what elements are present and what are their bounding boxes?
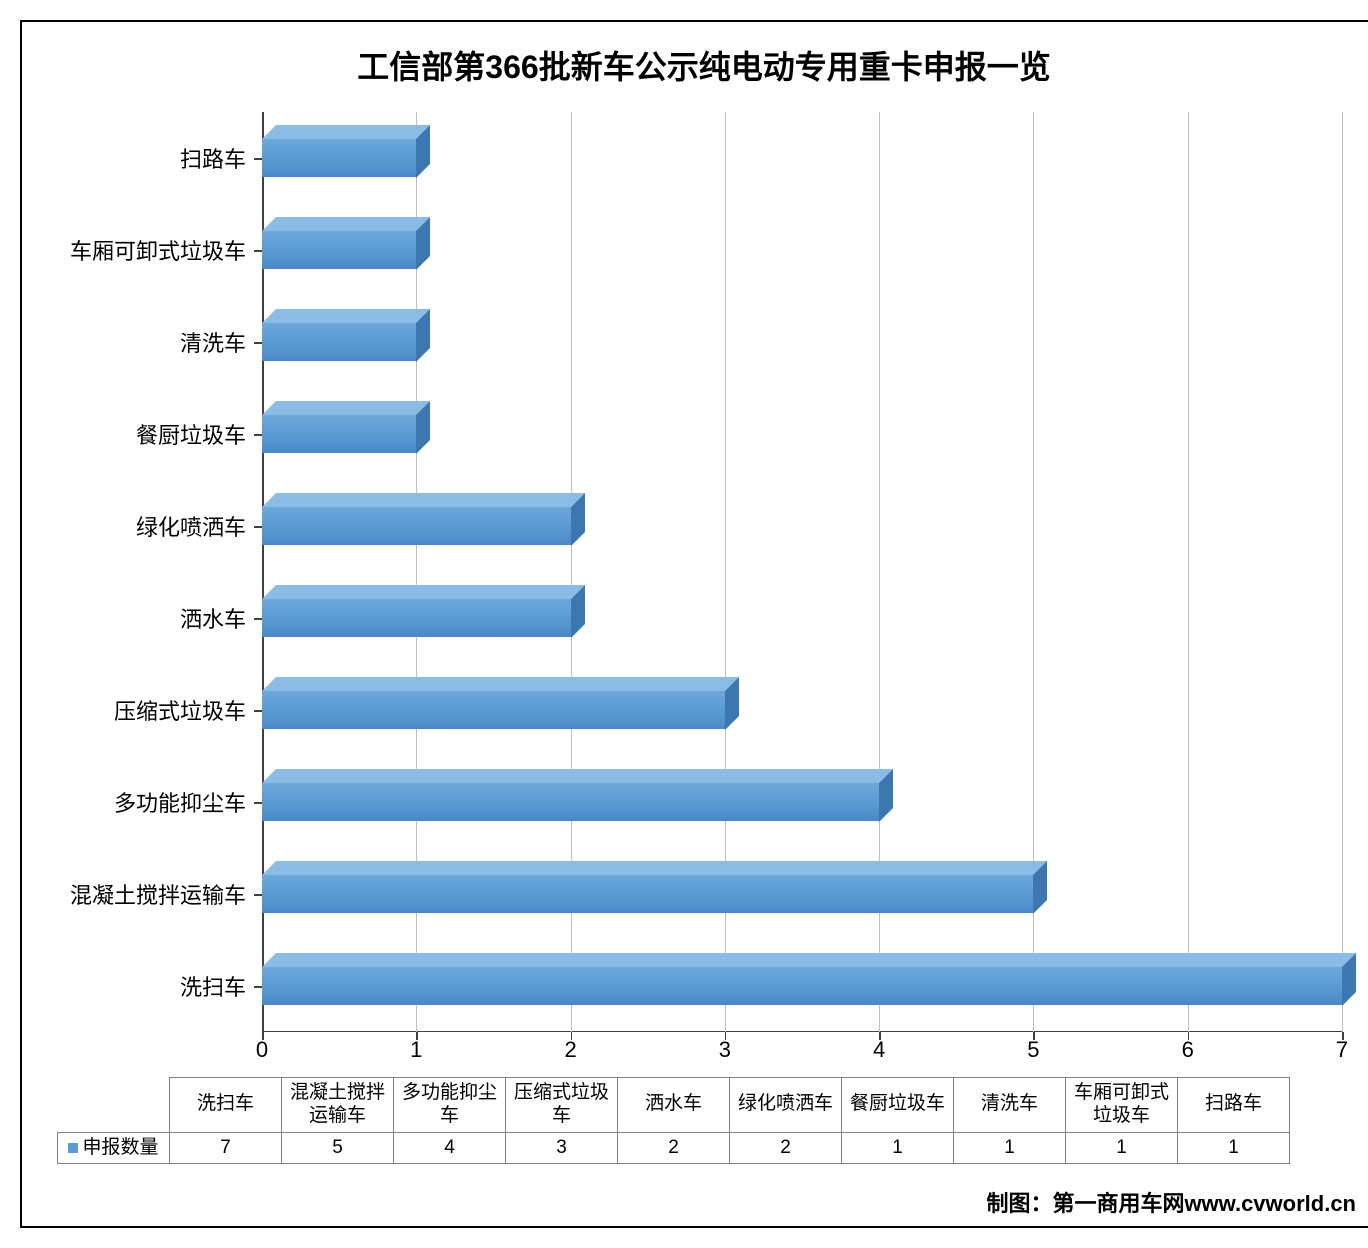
table-corner bbox=[58, 1078, 170, 1133]
y-axis-label: 洗扫车 bbox=[180, 970, 246, 1002]
bar-top bbox=[262, 309, 430, 323]
chart-title: 工信部第366批新车公示纯电动专用重卡申报一览 bbox=[22, 22, 1368, 98]
x-tick-label: 5 bbox=[1027, 1037, 1039, 1063]
y-tick-mark bbox=[254, 710, 262, 712]
table-value-cell: 7 bbox=[170, 1132, 282, 1164]
legend-marker bbox=[68, 1143, 78, 1153]
bar-top bbox=[262, 953, 1356, 967]
y-tick-mark bbox=[254, 618, 262, 620]
bar bbox=[262, 507, 571, 546]
table-header-cell: 车厢可卸式垃圾车 bbox=[1066, 1078, 1178, 1133]
bar-top bbox=[262, 493, 585, 507]
y-axis-label: 清洗车 bbox=[180, 326, 246, 358]
gridline bbox=[1342, 112, 1343, 1032]
bar-top bbox=[262, 217, 430, 231]
bar-top bbox=[262, 769, 893, 783]
table-header-cell: 餐厨垃圾车 bbox=[842, 1078, 954, 1133]
x-tick-label: 1 bbox=[410, 1037, 422, 1063]
y-tick-mark bbox=[254, 434, 262, 436]
x-tick-label: 0 bbox=[256, 1037, 268, 1063]
y-axis-label: 餐厨垃圾车 bbox=[136, 418, 246, 450]
bar bbox=[262, 967, 1342, 1006]
table-value-cell: 1 bbox=[1066, 1132, 1178, 1164]
table-header-cell: 压缩式垃圾车 bbox=[506, 1078, 618, 1133]
x-tick-label: 2 bbox=[564, 1037, 576, 1063]
y-axis-label: 洒水车 bbox=[180, 602, 246, 634]
y-axis-label: 车厢可卸式垃圾车 bbox=[70, 234, 246, 266]
table-value-cell: 1 bbox=[842, 1132, 954, 1164]
bar-top bbox=[262, 125, 430, 139]
table-header-cell: 扫路车 bbox=[1178, 1078, 1290, 1133]
bar-top bbox=[262, 861, 1047, 875]
y-tick-mark bbox=[254, 158, 262, 160]
x-tick-label: 4 bbox=[873, 1037, 885, 1063]
table-header-cell: 混凝土搅拌运输车 bbox=[282, 1078, 394, 1133]
table-value-cell: 1 bbox=[1178, 1132, 1290, 1164]
y-axis-label: 混凝土搅拌运输车 bbox=[70, 878, 246, 910]
table-value-cell: 5 bbox=[282, 1132, 394, 1164]
x-tick-label: 3 bbox=[719, 1037, 731, 1063]
y-axis-label: 多功能抑尘车 bbox=[114, 786, 246, 818]
series-header: 申报数量 bbox=[58, 1132, 170, 1164]
y-axis-label: 压缩式垃圾车 bbox=[114, 694, 246, 726]
bar-top bbox=[262, 401, 430, 415]
table-value-cell: 2 bbox=[730, 1132, 842, 1164]
table-value-cell: 2 bbox=[618, 1132, 730, 1164]
bar bbox=[262, 875, 1033, 914]
bar-top bbox=[262, 585, 585, 599]
y-tick-mark bbox=[254, 526, 262, 528]
x-tick-label: 7 bbox=[1336, 1037, 1348, 1063]
bar bbox=[262, 323, 416, 362]
bar bbox=[262, 599, 571, 638]
table-value-cell: 1 bbox=[954, 1132, 1066, 1164]
y-axis-label: 扫路车 bbox=[180, 142, 246, 174]
table-value-cell: 3 bbox=[506, 1132, 618, 1164]
credit-line: 制图：第一商用车网www.cvworld.cn bbox=[986, 1186, 1356, 1218]
table-value-cell: 4 bbox=[394, 1132, 506, 1164]
chart-container: 工信部第366批新车公示纯电动专用重卡申报一览 洗扫车混凝土搅拌运输车多功能抑尘… bbox=[20, 20, 1368, 1228]
series-name: 申报数量 bbox=[82, 1137, 158, 1158]
plot-area bbox=[262, 112, 1342, 1032]
bar bbox=[262, 139, 416, 178]
table-header-cell: 洗扫车 bbox=[170, 1078, 282, 1133]
gridline bbox=[1188, 112, 1189, 1032]
table-header-cell: 洒水车 bbox=[618, 1078, 730, 1133]
bar bbox=[262, 783, 879, 822]
y-axis-label: 绿化喷洒车 bbox=[136, 510, 246, 542]
data-table: 洗扫车混凝土搅拌运输车多功能抑尘车压缩式垃圾车洒水车绿化喷洒车餐厨垃圾车清洗车车… bbox=[57, 1077, 1290, 1164]
bar bbox=[262, 231, 416, 270]
x-tick-label: 6 bbox=[1182, 1037, 1194, 1063]
bar bbox=[262, 415, 416, 454]
bar-top bbox=[262, 677, 739, 691]
y-tick-mark bbox=[254, 986, 262, 988]
table-header-cell: 绿化喷洒车 bbox=[730, 1078, 842, 1133]
x-axis bbox=[262, 1031, 1342, 1033]
y-tick-mark bbox=[254, 802, 262, 804]
table-header-cell: 多功能抑尘车 bbox=[394, 1078, 506, 1133]
table-header-cell: 清洗车 bbox=[954, 1078, 1066, 1133]
y-tick-mark bbox=[254, 250, 262, 252]
y-tick-mark bbox=[254, 894, 262, 896]
bar bbox=[262, 691, 725, 730]
y-tick-mark bbox=[254, 342, 262, 344]
